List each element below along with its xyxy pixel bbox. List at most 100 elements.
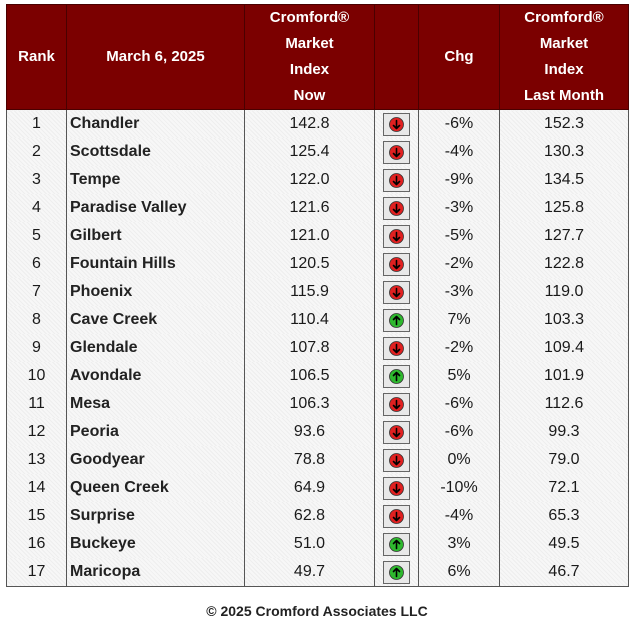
city-cell: Queen Creek — [66, 474, 245, 502]
index-last-month-header: Cromford® Market Index Last Month — [499, 4, 629, 110]
index-last-month-cell: 46.7 — [499, 558, 629, 587]
city-cell: Avondale — [66, 362, 245, 390]
city-cell: Fountain Hills — [66, 250, 245, 278]
arrow-up-icon — [383, 532, 410, 556]
rank-cell: 17 — [6, 558, 67, 587]
table-row: 17 Maricopa 49.7 6% 46.7 — [6, 558, 629, 587]
index-last-month-cell: 103.3 — [499, 306, 629, 334]
arrow-down-icon — [383, 392, 410, 416]
index-now-cell: 62.8 — [244, 502, 375, 530]
market-index-table: Rank March 6, 2025 Cromford® Market Inde… — [6, 4, 629, 587]
rank-cell: 7 — [6, 278, 67, 306]
rank-cell: 10 — [6, 362, 67, 390]
table-row: 5 Gilbert 121.0 -5% 127.7 — [6, 222, 629, 250]
arrow-down-icon — [383, 420, 410, 444]
index-now-cell: 106.3 — [244, 390, 375, 418]
rank-header: Rank — [6, 4, 67, 110]
arrow-up-icon — [383, 560, 410, 584]
arrow-cell — [374, 502, 419, 530]
table-row: 12 Peoria 93.6 -6% 99.3 — [6, 418, 629, 446]
city-cell: Mesa — [66, 390, 245, 418]
index-now-cell: 110.4 — [244, 306, 375, 334]
rank-cell: 16 — [6, 530, 67, 558]
table-row: 2 Scottsdale 125.4 -4% 130.3 — [6, 138, 629, 166]
change-cell: -6% — [418, 418, 500, 446]
arrow-cell — [374, 222, 419, 250]
change-cell: -3% — [418, 194, 500, 222]
index-last-month-cell: 134.5 — [499, 166, 629, 194]
arrow-cell — [374, 446, 419, 474]
index-last-month-cell: 49.5 — [499, 530, 629, 558]
index-last-month-cell: 79.0 — [499, 446, 629, 474]
index-now-cell: 49.7 — [244, 558, 375, 587]
change-cell: 5% — [418, 362, 500, 390]
change-cell: 6% — [418, 558, 500, 587]
rank-cell: 4 — [6, 194, 67, 222]
table-row: 4 Paradise Valley 121.6 -3% 125.8 — [6, 194, 629, 222]
arrow-down-icon — [383, 140, 410, 164]
index-last-month-cell: 119.0 — [499, 278, 629, 306]
arrow-cell — [374, 558, 419, 587]
index-now-cell: 142.8 — [244, 109, 375, 138]
rank-cell: 13 — [6, 446, 67, 474]
rank-cell: 14 — [6, 474, 67, 502]
arrow-cell — [374, 418, 419, 446]
copyright-footer: © 2025 Cromford Associates LLC — [206, 603, 428, 619]
index-last-month-cell: 72.1 — [499, 474, 629, 502]
table-row: 9 Glendale 107.8 -2% 109.4 — [6, 334, 629, 362]
index-now-header: Cromford® Market Index Now — [244, 4, 375, 110]
arrow-cell — [374, 334, 419, 362]
date-header: March 6, 2025 — [66, 4, 245, 110]
arrow-up-icon — [383, 308, 410, 332]
city-cell: Phoenix — [66, 278, 245, 306]
arrow-cell — [374, 362, 419, 390]
city-cell: Gilbert — [66, 222, 245, 250]
arrow-cell — [374, 530, 419, 558]
index-now-cell: 125.4 — [244, 138, 375, 166]
arrow-up-icon — [383, 364, 410, 388]
arrow-header — [374, 4, 419, 110]
arrow-down-icon — [383, 196, 410, 220]
city-cell: Buckeye — [66, 530, 245, 558]
arrow-cell — [374, 194, 419, 222]
table-row: 14 Queen Creek 64.9 -10% 72.1 — [6, 474, 629, 502]
city-cell: Cave Creek — [66, 306, 245, 334]
city-cell: Scottsdale — [66, 138, 245, 166]
index-last-month-cell: 125.8 — [499, 194, 629, 222]
arrow-down-icon — [383, 476, 410, 500]
city-cell: Paradise Valley — [66, 194, 245, 222]
change-cell: -6% — [418, 390, 500, 418]
city-cell: Surprise — [66, 502, 245, 530]
city-cell: Maricopa — [66, 558, 245, 587]
change-cell: -4% — [418, 138, 500, 166]
change-cell: 7% — [418, 306, 500, 334]
index-now-cell: 78.8 — [244, 446, 375, 474]
index-last-month-cell: 112.6 — [499, 390, 629, 418]
index-last-month-cell: 152.3 — [499, 109, 629, 138]
city-cell: Chandler — [66, 109, 245, 138]
rank-cell: 9 — [6, 334, 67, 362]
table-row: 15 Surprise 62.8 -4% 65.3 — [6, 502, 629, 530]
arrow-down-icon — [383, 448, 410, 472]
index-last-month-cell: 65.3 — [499, 502, 629, 530]
table-row: 16 Buckeye 51.0 3% 49.5 — [6, 530, 629, 558]
arrow-cell — [374, 250, 419, 278]
change-cell: -6% — [418, 109, 500, 138]
rank-cell: 15 — [6, 502, 67, 530]
index-now-cell: 64.9 — [244, 474, 375, 502]
market-index-table-container: Rank March 6, 2025 Cromford® Market Inde… — [6, 4, 629, 587]
index-last-month-cell: 127.7 — [499, 222, 629, 250]
table-row: 6 Fountain Hills 120.5 -2% 122.8 — [6, 250, 629, 278]
index-now-cell: 107.8 — [244, 334, 375, 362]
header-row: Rank March 6, 2025 Cromford® Market Inde… — [6, 4, 629, 110]
arrow-cell — [374, 138, 419, 166]
table-row: 1 Chandler 142.8 -6% 152.3 — [6, 109, 629, 138]
arrow-down-icon — [383, 336, 410, 360]
arrow-cell — [374, 278, 419, 306]
index-now-cell: 51.0 — [244, 530, 375, 558]
city-cell: Glendale — [66, 334, 245, 362]
index-last-month-cell: 101.9 — [499, 362, 629, 390]
change-cell: -2% — [418, 334, 500, 362]
table-row: 11 Mesa 106.3 -6% 112.6 — [6, 390, 629, 418]
index-last-month-cell: 99.3 — [499, 418, 629, 446]
